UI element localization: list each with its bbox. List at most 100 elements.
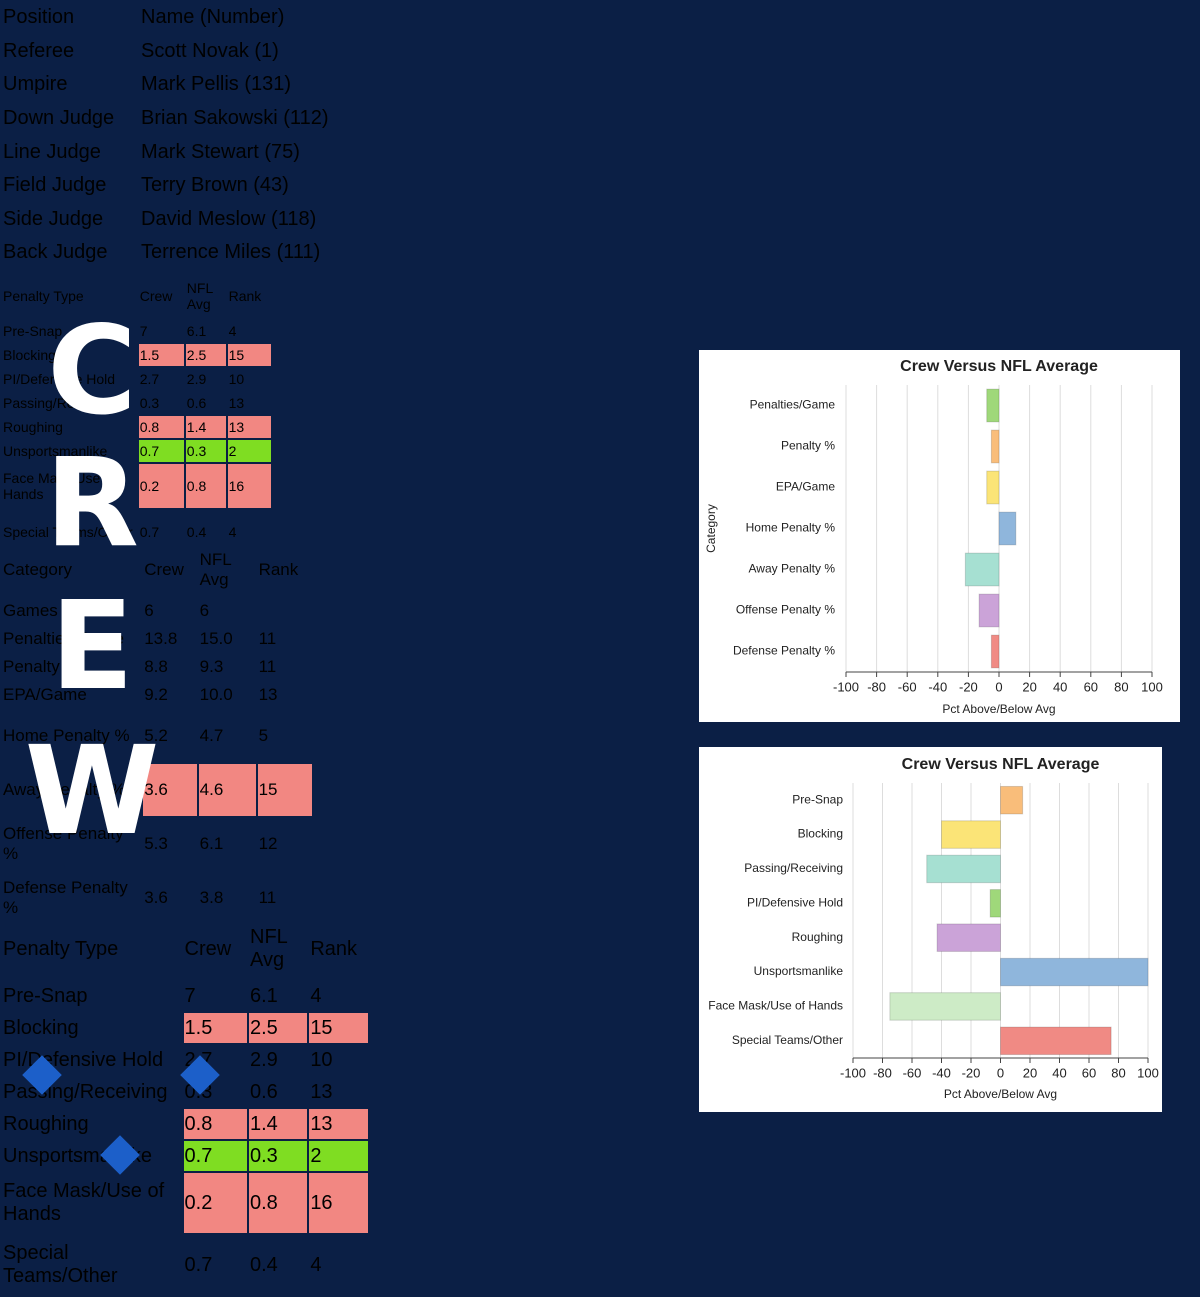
- bar: [990, 429, 1000, 464]
- table-cell: 0.8: [183, 1109, 247, 1139]
- x-tick-label: 20: [1023, 1065, 1037, 1080]
- table-cell: David Meslow (118): [141, 207, 317, 230]
- category-label: PI/Defensive Hold: [747, 895, 843, 909]
- bar: [1000, 1026, 1112, 1056]
- table-cell: 6.1: [250, 984, 278, 1007]
- table-cell: 1.4: [185, 416, 226, 438]
- side-letter: W: [25, 720, 160, 862]
- y-axis-label: Category: [704, 504, 718, 553]
- bar: [1000, 957, 1149, 987]
- header-cell: Penalty Type: [3, 288, 84, 304]
- table-cell: 13.8: [144, 629, 178, 648]
- table-cell: 10.0: [199, 685, 233, 704]
- x-tick-label: -100: [840, 1065, 866, 1080]
- table-cell: Special Teams/Other: [3, 1242, 118, 1287]
- diamond: [22, 1055, 62, 1095]
- header-cell: NFL Avg: [199, 550, 232, 589]
- table-cell: 3.6: [143, 764, 197, 816]
- table-cell: Side Judge: [3, 207, 104, 230]
- x-tick-label: -60: [903, 1065, 922, 1080]
- side-letter: R: [45, 432, 139, 574]
- x-tick-label: 60: [1084, 679, 1098, 694]
- table-cell: Mark Stewart (75): [141, 140, 300, 163]
- category-label: Pre-Snap: [792, 792, 843, 806]
- category-label: EPA/Game: [776, 480, 835, 494]
- header-cell: Crew: [144, 560, 184, 579]
- header-row: Category Crew NFL Avg Rank: [2, 544, 312, 596]
- table-row: Side Judge David Meslow (118): [2, 204, 357, 236]
- header-cell: Position: [3, 6, 75, 29]
- table-panel: Position Name (Number) Referee Scott Novak …: [0, 0, 365, 272]
- table-cell: 15.0: [199, 629, 233, 648]
- table-row: Field Judge Terry Brown (43): [2, 170, 357, 202]
- table-cell: PI/Defensive Hold: [3, 371, 116, 387]
- x-tick-label: -100: [833, 679, 859, 694]
- table-row: Pre-Snap 7 6.1 4: [2, 320, 271, 342]
- bar: [978, 593, 1000, 628]
- category-label: Penalties/Game: [750, 398, 836, 412]
- table-cell: Mark Pellis (131): [141, 73, 292, 96]
- bar: [941, 820, 1001, 849]
- table-cell: 2.9: [186, 371, 207, 387]
- category-label: Special Teams/Other: [732, 1033, 843, 1047]
- table-cell: 13: [309, 1109, 368, 1139]
- table-cell: 2.5: [249, 1013, 308, 1043]
- table-row: Unsportsmanlike 0.7 0.3 2: [2, 440, 271, 462]
- table-cell: 5: [258, 726, 269, 745]
- table-cell: Special Teams/Other: [3, 524, 133, 540]
- table-cell: 7: [184, 984, 196, 1007]
- table-cell: 4: [228, 323, 237, 339]
- table-cell: 0.8: [185, 464, 226, 508]
- table-cell: 0.8: [138, 416, 184, 438]
- table-cell: 8.8: [144, 657, 168, 676]
- x-tick-label: -80: [867, 679, 886, 694]
- header-cell: Crew: [139, 288, 173, 304]
- chart-panel: [699, 350, 1180, 722]
- table-cell: Terry Brown (43): [141, 174, 289, 197]
- chart-title: Crew Versus NFL Average: [900, 358, 1098, 375]
- table-cell: Unsportsmanlike: [3, 443, 108, 459]
- table-cell: EPA/Game: [3, 685, 87, 704]
- category-label: Blocking: [798, 827, 843, 841]
- table-cell: 13: [227, 416, 271, 438]
- table-cell: 0.7: [139, 524, 160, 540]
- table-cell: 11: [258, 657, 277, 676]
- header-cell: Rank: [228, 288, 262, 304]
- table-row: Back Judge Terrence Miles (111): [2, 237, 357, 269]
- table-row: Line Judge Mark Stewart (75): [2, 136, 357, 168]
- table-cell: Brian Sakowski (112): [141, 107, 329, 130]
- table-row: Down Judge Brian Sakowski (112): [2, 103, 357, 135]
- bar: [1000, 785, 1024, 815]
- bar: [926, 854, 1001, 884]
- header-cell: Category: [3, 560, 72, 579]
- table-row: Away Penalty % 3.6 4.6 15: [2, 764, 312, 816]
- header-cell: Rank: [258, 560, 299, 579]
- table-row: Face Mask/Use of Hands 0.2 0.8 16: [2, 464, 271, 508]
- table-cell: 10: [228, 371, 245, 387]
- table-cell: 9.2: [144, 685, 168, 704]
- x-tick-label: 20: [1022, 679, 1036, 694]
- table-cell: 0.7: [138, 440, 184, 462]
- x-tick-label: -40: [932, 1065, 951, 1080]
- table-cell: Pre-Snap: [3, 323, 63, 339]
- table-cell: 5.2: [144, 726, 168, 745]
- category-label: Unsportsmanlike: [754, 964, 844, 978]
- table-cell: 6.1: [199, 834, 224, 853]
- header-cell: Penalty Type: [3, 937, 119, 960]
- table-cell: 0.6: [250, 1080, 278, 1103]
- x-tick-label: 0: [997, 1065, 1004, 1080]
- table-cell: Games: [3, 601, 58, 620]
- table-cell: 2.9: [250, 1048, 278, 1071]
- x-tick-label: 80: [1111, 1065, 1125, 1080]
- table-cell: Field Judge: [3, 174, 107, 197]
- table-row: Passing/Receiving 0.3 0.6 13: [2, 392, 271, 414]
- table-cell: 15: [227, 344, 271, 366]
- x-tick-label: -80: [873, 1065, 892, 1080]
- table-row: Penalty % 8.8 9.3 11: [2, 654, 312, 680]
- table-row: Roughing 0.8 1.4 13: [2, 1109, 368, 1139]
- x-tick-label: -40: [928, 679, 947, 694]
- table-row: Blocking 1.5 2.5 15: [2, 1013, 368, 1043]
- table-cell: 4.6: [198, 764, 256, 816]
- table-cell: Away Penalty %: [3, 780, 126, 799]
- category-label: Offense Penalty %: [736, 603, 836, 617]
